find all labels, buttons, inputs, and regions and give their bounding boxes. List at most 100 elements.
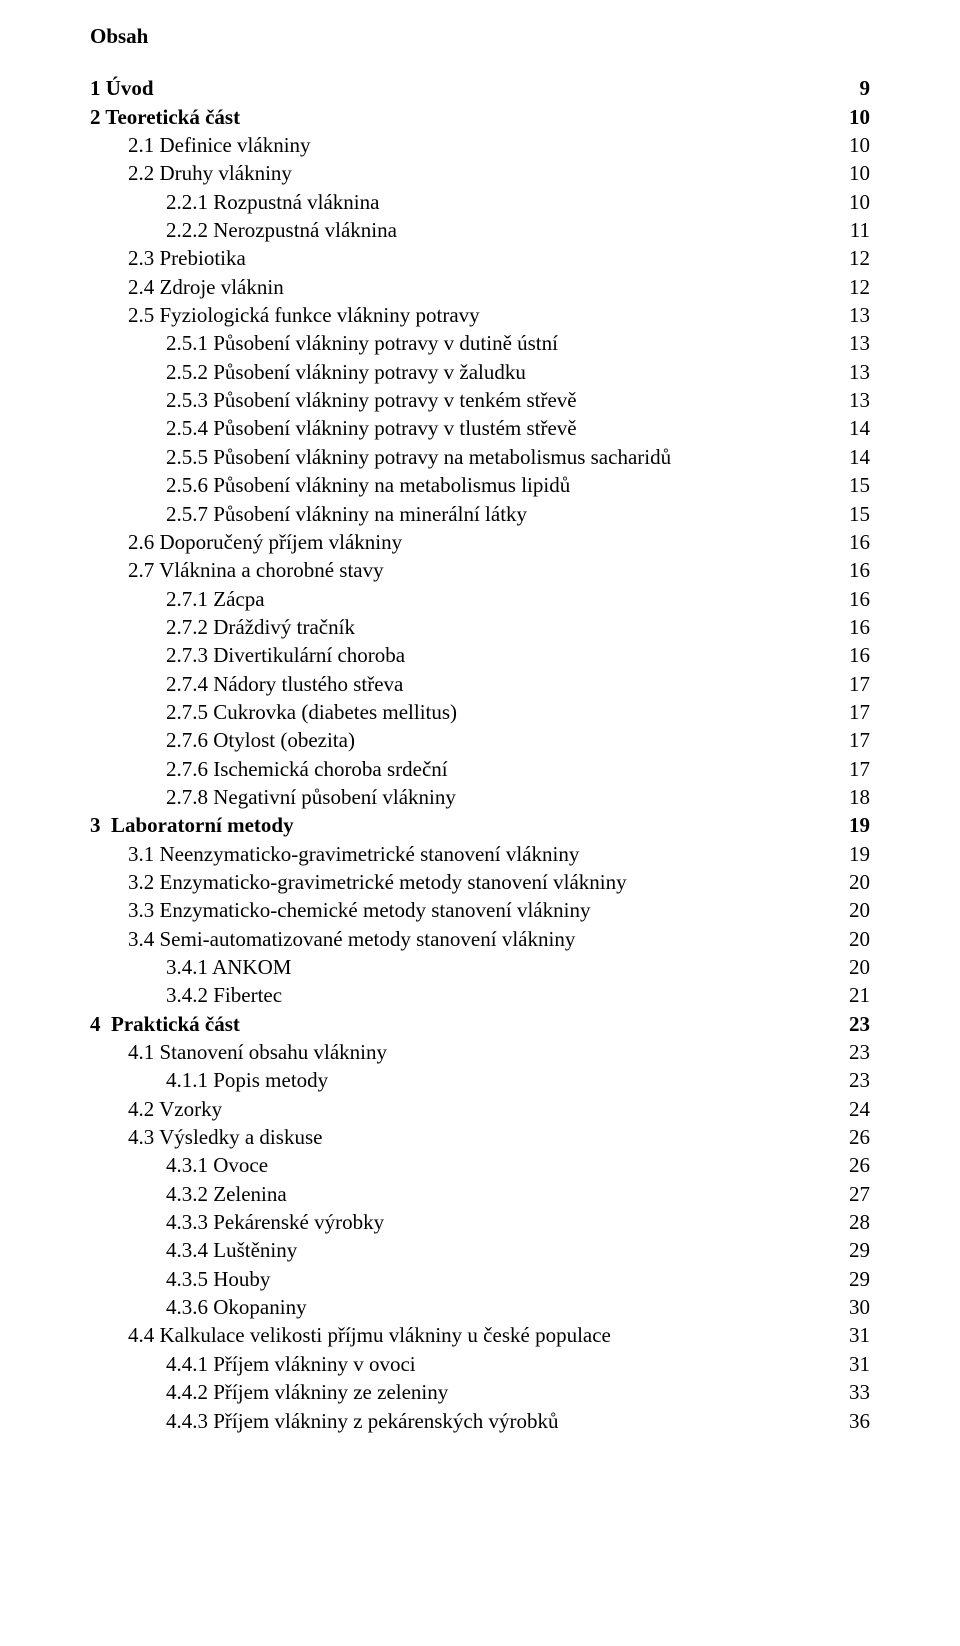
toc-entry-page: 31 (849, 1321, 870, 1349)
toc-entry: 3.4 Semi-automatizované metody stanovení… (90, 925, 870, 953)
toc-entry-label: 2.6 Doporučený příjem vlákniny (128, 528, 402, 556)
toc-entry-label: 4.4.3 Příjem vlákniny z pekárenských výr… (166, 1407, 559, 1435)
toc-entry: 1 Úvod 9 (90, 74, 870, 102)
toc-entry: 2.4 Zdroje vláknin 12 (90, 273, 870, 301)
toc-entry-page: 27 (849, 1180, 870, 1208)
toc-entry-page: 10 (849, 131, 870, 159)
toc-entry: 2.5.5 Působení vlákniny potravy na metab… (90, 443, 870, 471)
toc-entry-label: 2.7.2 Dráždivý tračník (166, 613, 355, 641)
toc-entry-label: 3.3 Enzymaticko-chemické metody stanoven… (128, 896, 590, 924)
toc-entry-label: 3 Laboratorní metody (90, 811, 294, 839)
toc-entry: 2.7.4 Nádory tlustého střeva 17 (90, 670, 870, 698)
toc-entry: 4.4.3 Příjem vlákniny z pekárenských výr… (90, 1407, 870, 1435)
toc-entry-page: 20 (849, 953, 870, 981)
toc-entry-label: 2.5.3 Působení vlákniny potravy v tenkém… (166, 386, 577, 414)
toc-entry: 2.2.1 Rozpustná vláknina 10 (90, 188, 870, 216)
toc-entry: 2.5.4 Působení vlákniny potravy v tlusté… (90, 414, 870, 442)
toc-entry-page: 29 (849, 1236, 870, 1264)
toc-entry: 2.7 Vláknina a chorobné stavy16 (90, 556, 870, 584)
toc-entry: 3.4.1 ANKOM20 (90, 953, 870, 981)
toc-entry-page: 31 (849, 1350, 870, 1378)
toc-entry-page: 23 (849, 1010, 870, 1038)
toc-entry-label: 2.5.1 Působení vlákniny potravy v dutině… (166, 329, 558, 357)
toc-entry-label: 4.1 Stanovení obsahu vlákniny (128, 1038, 387, 1066)
toc-entry-page: 19 (849, 840, 870, 868)
toc-entry: 2.5.2 Působení vlákniny potravy v žaludk… (90, 358, 870, 386)
toc-entry-page: 26 (849, 1123, 870, 1151)
toc-entry-label: 3.4.2 Fibertec (166, 981, 282, 1009)
toc-entry-label: 3.1 Neenzymaticko-gravimetrické stanoven… (128, 840, 579, 868)
toc-entry: 2.7.6 Ischemická choroba srdeční 17 (90, 755, 870, 783)
toc-entry: 4.4 Kalkulace velikosti příjmu vlákniny … (90, 1321, 870, 1349)
toc-entry-label: 3.2 Enzymaticko-gravimetrické metody sta… (128, 868, 627, 896)
toc-entry: 2.7.2 Dráždivý tračník 16 (90, 613, 870, 641)
toc-entry-label: 2.7 Vláknina a chorobné stavy (128, 556, 384, 584)
toc-entry-label: 2.5.7 Působení vlákniny na minerální lát… (166, 500, 527, 528)
toc-entry: 4.3.6 Okopaniny30 (90, 1293, 870, 1321)
toc-entry-page: 19 (849, 811, 870, 839)
toc-entry: 4.4.1 Příjem vlákniny v ovoci31 (90, 1350, 870, 1378)
toc-entry-label: 2.7.3 Divertikulární choroba (166, 641, 405, 669)
toc-entry-label: 2 Teoretická část (90, 103, 240, 131)
toc-entry: 2.7.5 Cukrovka (diabetes mellitus)17 (90, 698, 870, 726)
toc-entry-label: 3.4 Semi-automatizované metody stanovení… (128, 925, 575, 953)
toc-entry-label: 2.7.6 Otylost (obezita) (166, 726, 355, 754)
toc-entry: 4.3.3 Pekárenské výrobky28 (90, 1208, 870, 1236)
toc-entry: 2.7.6 Otylost (obezita) 17 (90, 726, 870, 754)
toc-entry-page: 16 (849, 641, 870, 669)
toc-entry: 4 Praktická část23 (90, 1010, 870, 1038)
toc-entry-label: 4.3.1 Ovoce (166, 1151, 268, 1179)
toc-entry-page: 24 (849, 1095, 870, 1123)
toc-entry-page: 15 (849, 500, 870, 528)
toc-entry: 2.5 Fyziologická funkce vlákniny potravy… (90, 301, 870, 329)
toc-entry-page: 23 (849, 1038, 870, 1066)
toc-entry-label: 2.7.8 Negativní působení vlákniny (166, 783, 456, 811)
toc-entry-label: 4.3.5 Houby (166, 1265, 270, 1293)
toc-entry: 2.2.2 Nerozpustná vláknina11 (90, 216, 870, 244)
toc-entry-page: 17 (849, 726, 870, 754)
toc-entry-page: 28 (849, 1208, 870, 1236)
toc-entry-page: 17 (849, 670, 870, 698)
toc-entry-page: 30 (849, 1293, 870, 1321)
toc-entry: 2.5.3 Působení vlákniny potravy v tenkém… (90, 386, 870, 414)
toc-entry-page: 12 (849, 244, 870, 272)
toc-entry-label: 2.7.6 Ischemická choroba srdeční (166, 755, 448, 783)
toc-entry-page: 9 (860, 74, 871, 102)
toc-entry-page: 13 (849, 329, 870, 357)
toc-title: Obsah (90, 22, 870, 50)
toc-entry-page: 18 (849, 783, 870, 811)
toc-entry-label: 4.3 Výsledky a diskuse (128, 1123, 322, 1151)
toc-entry-page: 16 (849, 585, 870, 613)
toc-entry-label: 4.4.2 Příjem vlákniny ze zeleniny (166, 1378, 448, 1406)
toc-entry: 4.3.4 Luštěniny 29 (90, 1236, 870, 1264)
toc-entry-page: 16 (849, 613, 870, 641)
toc-entry-page: 21 (849, 981, 870, 1009)
toc-entry-label: 2.7.4 Nádory tlustého střeva (166, 670, 403, 698)
toc-entry-page: 17 (849, 755, 870, 783)
toc-entry-label: 2.5.6 Působení vlákniny na metabolismus … (166, 471, 570, 499)
toc-entry: 2.7.8 Negativní působení vlákniny 18 (90, 783, 870, 811)
toc-entry-page: 11 (850, 216, 870, 244)
toc-entry: 4.1 Stanovení obsahu vlákniny 23 (90, 1038, 870, 1066)
toc-entry: 2.1 Definice vlákniny 10 (90, 131, 870, 159)
toc-entry: 2.6 Doporučený příjem vlákniny16 (90, 528, 870, 556)
toc-entry: 4.3 Výsledky a diskuse 26 (90, 1123, 870, 1151)
toc-entry-page: 10 (849, 188, 870, 216)
toc-entry-label: 2.1 Definice vlákniny (128, 131, 311, 159)
toc-entry-label: 1 Úvod (90, 74, 154, 102)
toc-entry-page: 12 (849, 273, 870, 301)
toc-entry-page: 14 (849, 414, 870, 442)
toc-entry-label: 4.3.4 Luštěniny (166, 1236, 297, 1264)
toc-entry-page: 20 (849, 896, 870, 924)
toc-entry: 4.1.1 Popis metody23 (90, 1066, 870, 1094)
toc-entry: 3.1 Neenzymaticko-gravimetrické stanoven… (90, 840, 870, 868)
toc-entry-label: 2.7.5 Cukrovka (diabetes mellitus) (166, 698, 457, 726)
toc-entry: 2.5.7 Působení vlákniny na minerální lát… (90, 500, 870, 528)
toc-entry-label: 2.4 Zdroje vláknin (128, 273, 284, 301)
toc-entry: 3 Laboratorní metody 19 (90, 811, 870, 839)
toc-entry-label: 2.5.4 Působení vlákniny potravy v tlusté… (166, 414, 577, 442)
toc-entry-page: 13 (849, 358, 870, 386)
toc-entry-label: 2.5.2 Působení vlákniny potravy v žaludk… (166, 358, 526, 386)
toc-entry-page: 13 (849, 386, 870, 414)
toc-entry-label: 2.2.1 Rozpustná vláknina (166, 188, 379, 216)
